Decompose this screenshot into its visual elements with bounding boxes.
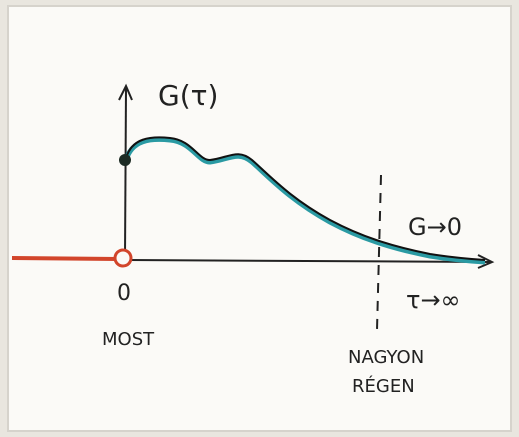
sketch: G(τ) 0 MOST G→0 τ→∞ NAGYON RÉGEN xyxy=(0,0,519,437)
page: G(τ) 0 MOST G→0 τ→∞ NAGYON RÉGEN (() => … xyxy=(0,0,519,437)
long-ago-label: RÉGEN xyxy=(352,375,415,397)
long-ago-label: NAGYON xyxy=(348,347,424,368)
now-label: MOST xyxy=(102,329,155,350)
y-axis-label: G(τ) xyxy=(158,79,218,112)
past-line xyxy=(12,258,118,259)
origin-label: 0 xyxy=(117,281,131,306)
limit-value-label: G→0 xyxy=(408,213,462,241)
start-dot xyxy=(119,154,131,166)
now-circle xyxy=(115,250,131,266)
value-axis xyxy=(125,88,126,258)
limit-time-label: τ→∞ xyxy=(406,286,461,314)
